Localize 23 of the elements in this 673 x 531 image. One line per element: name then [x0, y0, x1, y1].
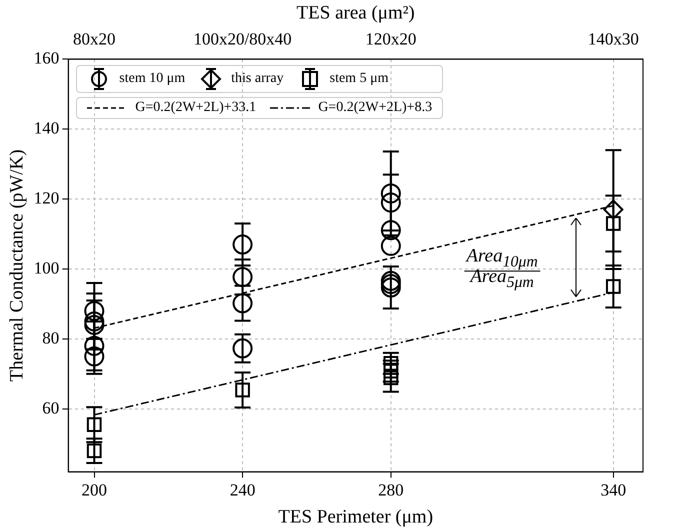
x-tick-label: 340	[600, 480, 626, 500]
y-tick-label: 160	[34, 48, 60, 68]
text: 120x20	[365, 29, 416, 48]
legend-label: stem 10 μm	[119, 71, 186, 88]
x-tick-label: 200	[82, 480, 108, 500]
y-tick-label: 140	[34, 118, 60, 138]
text: 80x20	[73, 29, 116, 48]
text: 140x30	[588, 29, 639, 48]
y-tick-label: 60	[42, 398, 60, 418]
legend-label: G=0.2(2W+2L)+33.1	[135, 100, 256, 116]
legend-label: stem 5 μm	[330, 71, 388, 88]
y-tick-label: 120	[34, 188, 60, 208]
x-axis-title: TES Perimeter (μm)	[278, 506, 434, 528]
y-tick-label: 100	[34, 258, 60, 278]
y-tick-label: 80	[42, 328, 60, 348]
x-tick-label: 240	[230, 480, 256, 500]
annotation: Area$_{10μm}$	[466, 245, 538, 270]
legend-label: this array	[231, 71, 284, 88]
y-axis-title: Thermal Conductance (pW/K)	[6, 149, 28, 382]
x-tick-label: 280	[378, 480, 404, 500]
text: 100x20/80x40	[193, 29, 292, 48]
x2-axis-title: TES area (μm²)	[296, 2, 415, 24]
legend-label: G=0.2(2W+2L)+8.3	[318, 100, 432, 116]
